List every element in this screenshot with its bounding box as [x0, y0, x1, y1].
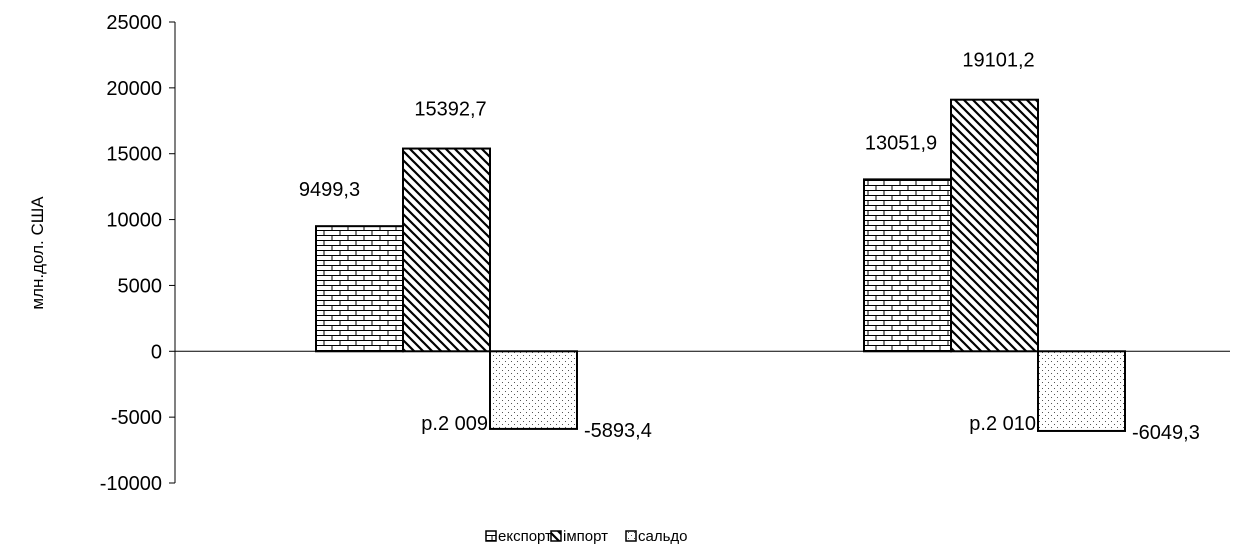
data-label: -5893,4: [584, 420, 652, 442]
y-tick-label: -5000: [111, 407, 162, 429]
category-label: р.2 009: [421, 413, 488, 435]
y-tick-label: 10000: [106, 210, 162, 232]
bar-сальдо-0: [489, 350, 578, 430]
legend-label: імпорт: [563, 528, 608, 545]
bar-імпорт-0: [402, 147, 491, 353]
y-axis-title: млн.дол. США: [28, 196, 47, 310]
y-tick-label: 20000: [106, 78, 162, 100]
legend-label: сальдо: [638, 528, 688, 545]
y-tick-label: 0: [151, 341, 162, 363]
data-label: 19101,2: [962, 50, 1034, 72]
bars: [315, 98, 1126, 432]
legend-swatch-імпорт: [550, 530, 562, 542]
y-axis: 25000 20000 15000 10000 5000 0 -5000 -10000: [100, 12, 176, 495]
bar-експорт-1: [863, 178, 952, 353]
category-label: р.2 010: [969, 413, 1036, 435]
y-tick-label: 15000: [106, 144, 162, 166]
legend-swatch-сальдо: [625, 530, 637, 542]
y-tick-label: 25000: [106, 12, 162, 34]
data-label: 15392,7: [414, 99, 486, 121]
legend-swatch-експорт: [485, 530, 497, 542]
bar-експорт-0: [315, 225, 404, 353]
legend: експорт імпорт сальдо: [485, 528, 688, 545]
data-label: 13051,9: [865, 132, 937, 154]
data-labels: 9499,3 15392,7 -5893,4 р.2 009 13051,9 19101,…: [299, 50, 1200, 444]
y-tick-label: 5000: [118, 275, 163, 297]
bar-сальдо-1: [1037, 350, 1126, 432]
data-label: 9499,3: [299, 179, 360, 201]
data-label: -6049,3: [1132, 422, 1200, 444]
bar-імпорт-1: [950, 98, 1039, 353]
y-tick-label: -10000: [100, 473, 162, 495]
legend-label: експорт: [498, 528, 552, 545]
